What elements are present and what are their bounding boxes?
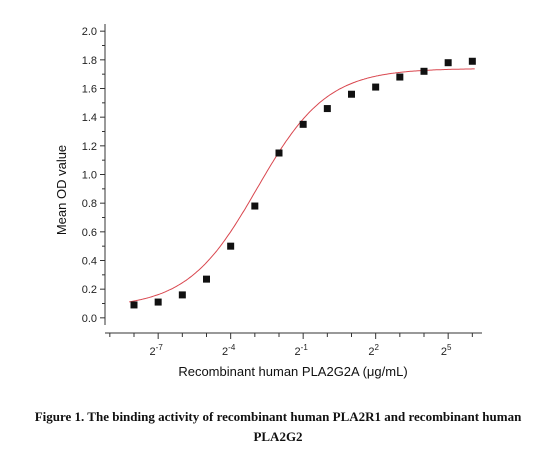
x-tick-label: 2-4 [222, 343, 236, 358]
y-tick-label: 1.6 [82, 84, 97, 96]
y-tick-label: 0.6 [82, 227, 97, 239]
y-tick-label: 1.4 [82, 112, 97, 124]
data-point [372, 83, 380, 91]
data-point [323, 105, 331, 113]
chart: 0.0 0.2 0.4 0.6 0.8 1.0 1.2 1.4 1.6 1.8 2.0 2-7 2-4 2… [54, 24, 482, 379]
data-point [203, 275, 210, 283]
data-point [275, 149, 283, 157]
y-tick-label: 1.2 [82, 141, 97, 153]
figure-caption: Figure 1. The binding activity of recomb… [0, 407, 556, 447]
y-tick-label: 0.8 [82, 198, 97, 210]
y-axis-title: Mean OD value [54, 145, 69, 235]
data-point [468, 57, 476, 65]
data-point [396, 73, 404, 81]
data-point [420, 67, 428, 75]
data-point [178, 291, 186, 299]
x-tick-label: 22 [368, 343, 379, 358]
data-point [130, 301, 138, 309]
data-point [299, 120, 307, 128]
axes-layer: 0.0 0.2 0.4 0.6 0.8 1.0 1.2 1.4 1.6 1.8 2.0 2-7 2-4 2… [82, 24, 482, 358]
data-point [227, 242, 235, 250]
x-axis-title: Recombinant human PLA2G2A (μg/mL) [178, 364, 407, 379]
caption-line-1: Figure 1. The binding activity of recomb… [34, 409, 522, 424]
y-tick-label: 1.8 [82, 55, 97, 67]
y-tick-label: 1.0 [82, 170, 97, 182]
x-tick-label: 2-7 [150, 343, 164, 358]
data-point [444, 59, 452, 67]
y-tick-label: 0.4 [82, 256, 97, 268]
fit-curve [129, 68, 475, 303]
x-tick-label: 25 [441, 343, 452, 358]
caption-line-2: PLA2G2 [253, 429, 303, 444]
y-tick-label: 0.2 [82, 284, 97, 296]
y-tick-label: 2.0 [82, 26, 97, 38]
data-point [348, 90, 355, 98]
data-point [154, 298, 162, 306]
data-points [130, 57, 476, 309]
data-point [251, 202, 259, 210]
y-tick-label: 0.0 [82, 313, 97, 325]
x-tick-label: 2-1 [295, 343, 309, 358]
